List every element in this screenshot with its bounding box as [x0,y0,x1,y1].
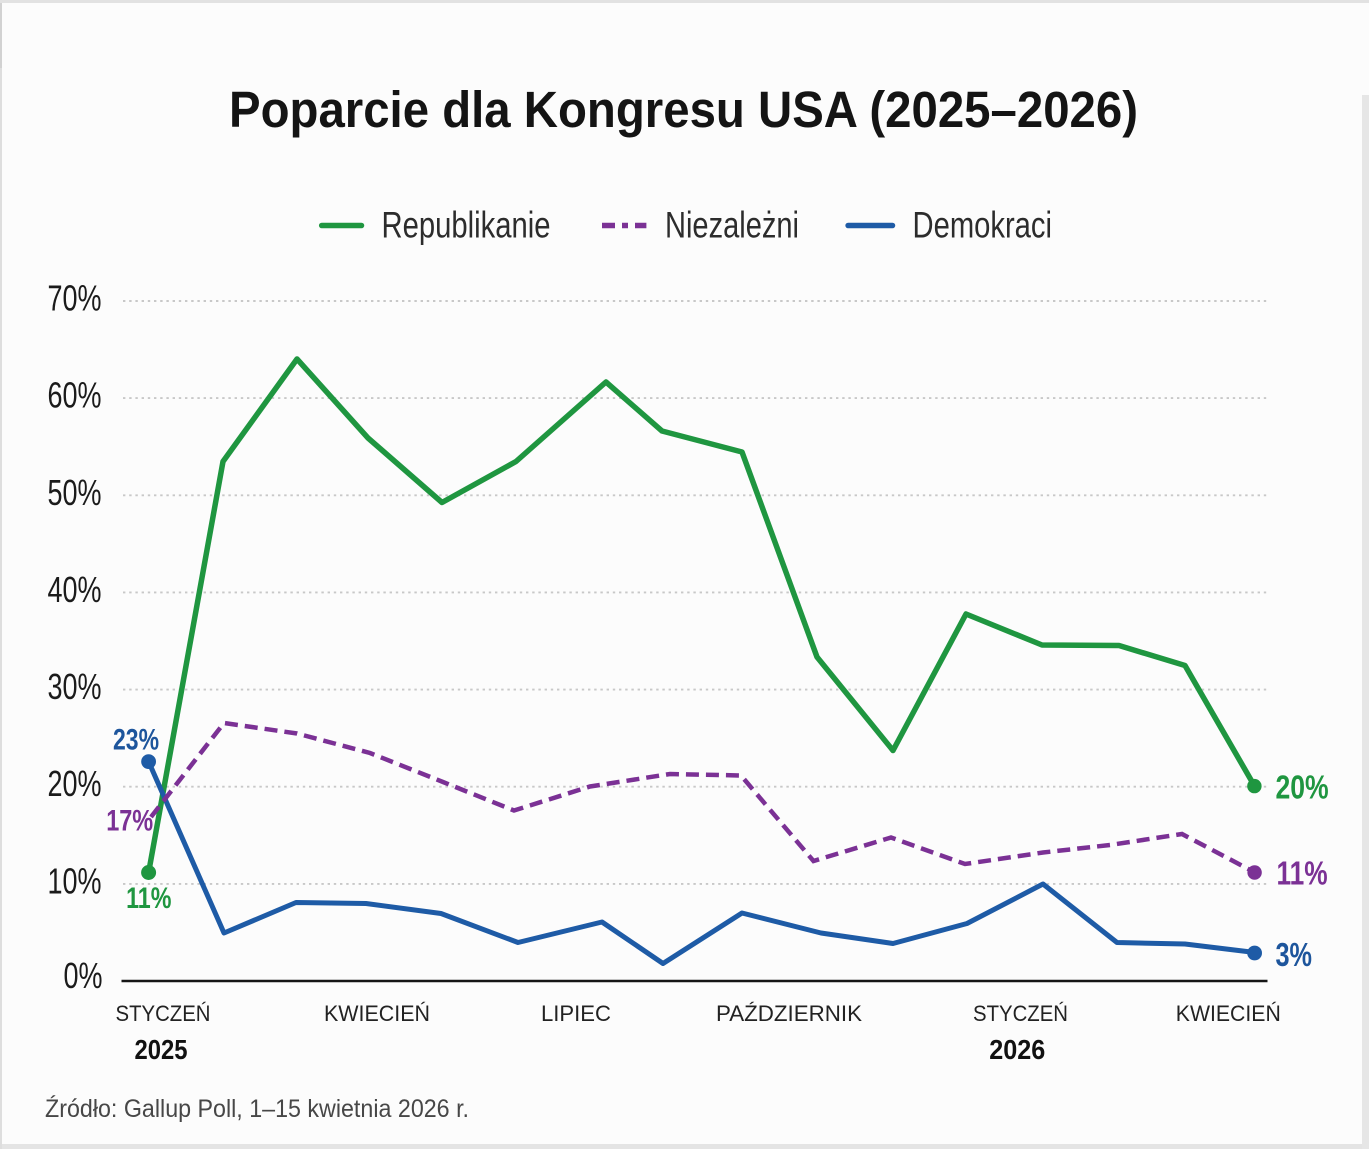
svg-text:60%: 60% [48,375,102,416]
svg-text:11%: 11% [126,882,171,915]
svg-text:11%: 11% [1277,855,1328,892]
svg-text:Demokraci: Demokraci [913,205,1053,246]
svg-text:Źródło: Gallup Poll, 1–15 kwie: Źródło: Gallup Poll, 1–15 kwietnia 2026 … [45,1094,469,1123]
svg-text:23%: 23% [113,724,159,757]
svg-text:Republikanie: Republikanie [382,205,551,246]
svg-text:30%: 30% [48,666,102,707]
svg-text:LIPIEC: LIPIEC [541,1001,611,1026]
svg-text:Niezależni: Niezależni [665,205,799,246]
svg-text:10%: 10% [48,860,102,901]
svg-text:STYCZEŃ: STYCZEŃ [973,1001,1068,1026]
svg-text:KWIECIEŃ: KWIECIEŃ [324,1001,430,1026]
svg-text:3%: 3% [1276,936,1313,973]
svg-text:0%: 0% [64,955,103,996]
svg-text:2025: 2025 [135,1034,188,1065]
svg-text:17%: 17% [106,805,153,838]
svg-text:40%: 40% [48,569,102,610]
svg-text:70%: 70% [48,278,102,319]
svg-text:STYCZEŃ: STYCZEŃ [116,1001,211,1026]
svg-text:20%: 20% [1276,769,1329,806]
svg-text:KWIECIEŃ: KWIECIEŃ [1176,1001,1281,1026]
svg-text:50%: 50% [48,472,102,513]
svg-text:20%: 20% [48,763,102,804]
svg-text:PAŹDZIERNIK: PAŹDZIERNIK [716,1001,862,1026]
svg-text:Poparcie dla Kongresu USA (202: Poparcie dla Kongresu USA (2025–2026) [229,81,1138,138]
svg-text:2026: 2026 [989,1034,1045,1065]
